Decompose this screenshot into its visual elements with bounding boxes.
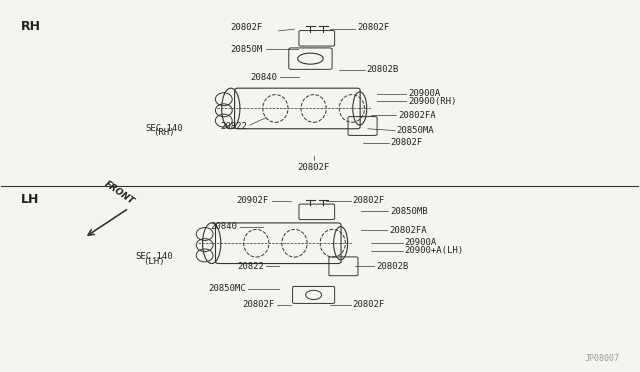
Text: 20802F: 20802F xyxy=(390,138,422,147)
Text: 20900(RH): 20900(RH) xyxy=(408,97,456,106)
Text: 20802F: 20802F xyxy=(230,23,262,32)
Text: 20822: 20822 xyxy=(220,122,246,131)
Text: JP08007: JP08007 xyxy=(584,354,620,363)
Text: 20822: 20822 xyxy=(237,262,264,271)
Text: 20850MC: 20850MC xyxy=(208,284,246,293)
Text: 20840: 20840 xyxy=(250,73,277,81)
Text: 20802F: 20802F xyxy=(242,300,274,310)
Text: 20902F: 20902F xyxy=(237,196,269,205)
Text: 20840: 20840 xyxy=(211,222,237,231)
Text: (RH): (RH) xyxy=(153,128,175,137)
Text: RH: RH xyxy=(20,20,40,33)
Text: 20802F: 20802F xyxy=(298,163,330,172)
Text: SEC.140: SEC.140 xyxy=(145,124,182,132)
Text: FRONT: FRONT xyxy=(102,179,136,206)
Text: LH: LH xyxy=(20,193,39,206)
Text: 20850M: 20850M xyxy=(230,45,262,54)
Text: 20802B: 20802B xyxy=(376,262,408,271)
Text: 20900+A(LH): 20900+A(LH) xyxy=(404,246,464,255)
Text: 20802F: 20802F xyxy=(352,300,384,310)
Text: 20900A: 20900A xyxy=(408,89,440,98)
Text: 20802F: 20802F xyxy=(352,196,384,205)
Text: 20802FA: 20802FA xyxy=(389,226,426,235)
Text: 20802FA: 20802FA xyxy=(398,110,436,120)
Text: 20900A: 20900A xyxy=(404,238,437,247)
Text: 20850MB: 20850MB xyxy=(390,206,428,216)
Text: 20850MA: 20850MA xyxy=(396,126,434,135)
Text: 20802B: 20802B xyxy=(367,65,399,74)
Text: 20802F: 20802F xyxy=(357,23,389,32)
Text: (LH): (LH) xyxy=(143,257,165,266)
Text: SEC.140: SEC.140 xyxy=(136,252,173,262)
